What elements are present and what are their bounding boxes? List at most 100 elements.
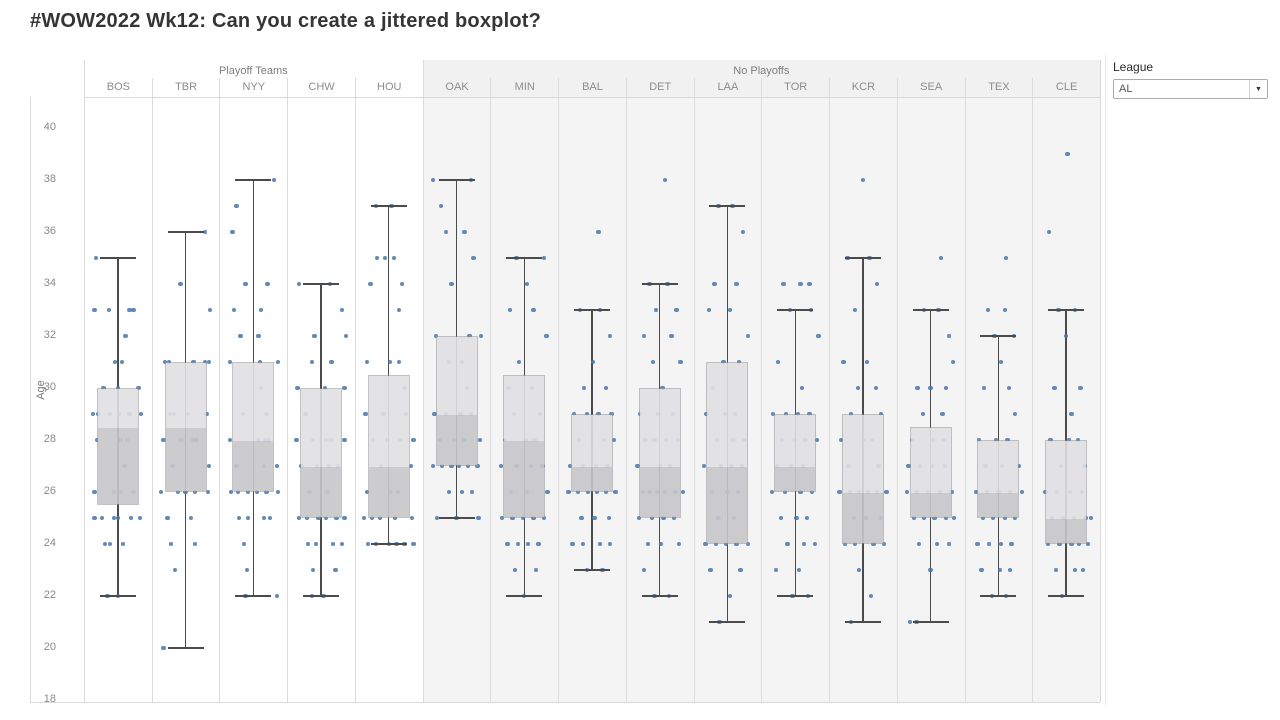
jitter-point[interactable] <box>408 463 414 469</box>
jitter-point[interactable] <box>119 359 124 365</box>
jitter-point[interactable] <box>382 255 388 261</box>
team-column-header[interactable]: LAA <box>693 78 762 97</box>
jitter-point[interactable] <box>1066 437 1071 443</box>
jitter-point[interactable] <box>860 177 866 183</box>
jitter-point[interactable] <box>507 307 513 313</box>
jitter-point[interactable] <box>498 463 504 469</box>
jitter-point[interactable] <box>467 333 472 339</box>
jitter-point[interactable] <box>227 437 233 443</box>
jitter-point[interactable] <box>906 463 911 469</box>
jitter-point[interactable] <box>446 489 451 495</box>
jitter-point[interactable] <box>92 489 97 495</box>
box[interactable] <box>571 414 613 492</box>
jitter-point[interactable] <box>776 359 781 365</box>
jitter-point[interactable] <box>115 515 121 521</box>
jitter-point[interactable] <box>265 281 270 287</box>
jitter-point[interactable] <box>368 281 373 287</box>
box[interactable] <box>232 362 275 492</box>
jitter-point[interactable] <box>1088 515 1094 521</box>
box[interactable] <box>706 362 749 544</box>
jitter-point[interactable] <box>641 567 647 573</box>
jitter-point[interactable] <box>592 515 597 521</box>
jitter-point[interactable] <box>852 307 858 313</box>
jitter-point[interactable] <box>928 385 933 391</box>
jitter-point[interactable] <box>364 489 369 495</box>
jitter-point[interactable] <box>721 359 726 365</box>
jitter-point[interactable] <box>191 359 196 365</box>
jitter-point[interactable] <box>734 281 739 287</box>
jitter-point[interactable] <box>322 385 328 391</box>
box[interactable] <box>435 336 478 466</box>
jitter-point[interactable] <box>580 541 586 547</box>
jitter-point[interactable] <box>608 333 613 339</box>
jitter-point[interactable] <box>295 385 300 391</box>
league-dropdown[interactable]: AL ▼ <box>1113 79 1268 99</box>
jitter-point[interactable] <box>296 515 302 521</box>
jitter-point[interactable] <box>329 359 334 365</box>
jitter-point[interactable] <box>399 281 404 287</box>
jitter-point[interactable] <box>178 281 183 287</box>
box[interactable] <box>503 375 546 518</box>
jitter-point[interactable] <box>596 229 601 235</box>
jitter-point[interactable] <box>505 541 510 547</box>
jitter-point[interactable] <box>703 541 708 547</box>
jitter-point[interactable] <box>330 541 335 547</box>
jitter-point[interactable] <box>192 541 197 547</box>
jitter-point[interactable] <box>1002 307 1008 313</box>
jitter-point[interactable] <box>365 541 371 547</box>
jitter-point[interactable] <box>597 541 602 547</box>
team-column-header[interactable]: DET <box>625 78 694 97</box>
jitter-point[interactable] <box>230 229 235 235</box>
jitter-point[interactable] <box>243 281 248 287</box>
jitter-point[interactable] <box>305 541 311 547</box>
jitter-point[interactable] <box>1005 437 1010 443</box>
jitter-point[interactable] <box>499 515 505 521</box>
jitter-point[interactable] <box>515 541 520 547</box>
jitter-point[interactable] <box>773 567 778 573</box>
jitter-point[interactable] <box>674 307 679 313</box>
jitter-point[interactable] <box>987 541 992 547</box>
jitter-point[interactable] <box>128 515 134 521</box>
team-column-header[interactable]: HOU <box>354 78 423 97</box>
box[interactable] <box>977 440 1020 518</box>
jitter-point[interactable] <box>985 307 991 313</box>
jitter-point[interactable] <box>1069 411 1074 417</box>
jitter-point[interactable] <box>660 385 665 391</box>
jitter-point[interactable] <box>311 567 316 573</box>
jitter-point[interactable] <box>807 281 812 287</box>
jitter-point[interactable] <box>783 411 789 417</box>
jitter-point[interactable] <box>746 333 751 339</box>
jitter-point[interactable] <box>123 333 128 339</box>
jitter-point[interactable] <box>740 229 746 235</box>
jitter-point[interactable] <box>875 281 880 287</box>
jitter-point[interactable] <box>162 359 167 365</box>
jitter-point[interactable] <box>312 333 317 339</box>
jitter-point[interactable] <box>653 307 659 313</box>
jitter-point[interactable] <box>707 307 712 313</box>
jitter-point[interactable] <box>363 411 368 417</box>
jitter-point[interactable] <box>838 437 844 443</box>
jitter-point[interactable] <box>873 385 879 391</box>
jitter-point[interactable] <box>432 411 437 417</box>
jitter-point[interactable] <box>855 385 860 391</box>
jitter-point[interactable] <box>596 411 601 417</box>
jitter-point[interactable] <box>795 411 800 417</box>
jitter-point[interactable] <box>236 515 242 521</box>
jitter-point[interactable] <box>727 307 733 313</box>
box[interactable] <box>96 388 139 505</box>
jitter-point[interactable] <box>309 359 315 365</box>
jitter-point[interactable] <box>778 515 784 521</box>
jitter-point[interactable] <box>1052 385 1057 391</box>
jitter-point[interactable] <box>613 489 618 495</box>
jitter-point[interactable] <box>476 515 481 521</box>
jitter-point[interactable] <box>1007 567 1013 573</box>
jitter-point[interactable] <box>244 567 250 573</box>
jitter-point[interactable] <box>804 515 810 521</box>
jitter-point[interactable] <box>229 489 234 495</box>
jitter-point[interactable] <box>545 489 550 495</box>
team-column-header[interactable]: TOR <box>761 78 829 97</box>
jitter-point[interactable] <box>541 255 546 261</box>
jitter-point[interactable] <box>816 333 821 339</box>
jitter-point[interactable] <box>516 359 522 365</box>
jitter-point[interactable] <box>536 541 541 547</box>
